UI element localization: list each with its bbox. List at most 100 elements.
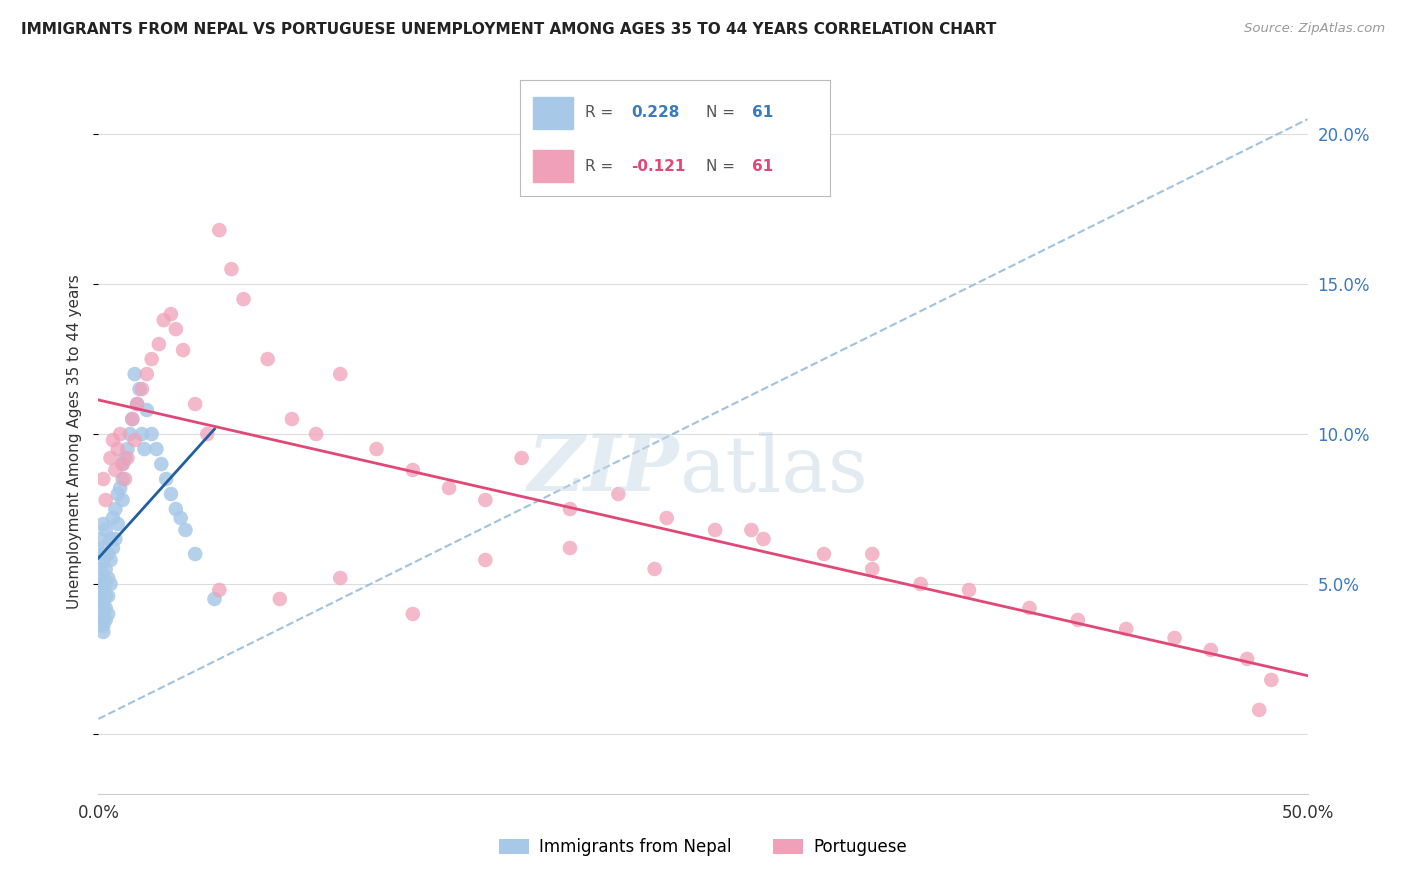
Point <box>131 382 153 396</box>
Point <box>165 322 187 336</box>
Point <box>172 343 194 357</box>
Point <box>91 595 114 609</box>
Point <box>111 457 134 471</box>
Point <box>101 433 124 447</box>
Text: 0.228: 0.228 <box>631 105 681 120</box>
Text: N =: N = <box>706 105 740 120</box>
Point <box>127 397 149 411</box>
Point <box>107 487 129 501</box>
Point <box>607 487 630 501</box>
Point <box>474 553 496 567</box>
Point <box>558 541 581 555</box>
Point <box>160 307 183 321</box>
Point <box>152 313 174 327</box>
Point <box>269 591 291 606</box>
Point <box>752 532 775 546</box>
Point <box>94 562 117 576</box>
Point <box>740 523 762 537</box>
Point <box>1163 631 1185 645</box>
Point <box>135 367 157 381</box>
Point <box>97 547 120 561</box>
Point <box>644 562 666 576</box>
Point <box>94 493 117 508</box>
Point <box>169 511 191 525</box>
Text: R =: R = <box>585 159 619 174</box>
Point <box>174 523 197 537</box>
Point <box>127 397 149 411</box>
Point <box>101 511 124 525</box>
Point <box>124 367 146 381</box>
Y-axis label: Unemployment Among Ages 35 to 44 years: Unemployment Among Ages 35 to 44 years <box>67 274 83 609</box>
Point <box>558 502 581 516</box>
Point <box>184 547 207 561</box>
Point <box>114 472 136 486</box>
Point <box>1067 613 1090 627</box>
Point <box>91 541 114 555</box>
Point <box>221 262 243 277</box>
Point <box>134 442 156 456</box>
Text: N =: N = <box>706 159 740 174</box>
Point <box>94 577 117 591</box>
Point <box>184 397 207 411</box>
Bar <box>533 150 572 182</box>
Point <box>91 601 114 615</box>
Point <box>860 562 883 576</box>
Point <box>329 367 352 381</box>
Point <box>1249 703 1271 717</box>
Point <box>437 481 460 495</box>
Point <box>90 607 112 621</box>
Point <box>195 427 218 442</box>
Point <box>813 547 835 561</box>
Point <box>141 427 163 442</box>
Point <box>141 352 163 367</box>
Point <box>305 427 328 442</box>
Point <box>957 582 980 597</box>
Point <box>91 472 114 486</box>
Bar <box>533 96 572 129</box>
Point <box>165 502 187 516</box>
Point <box>124 433 146 447</box>
Point <box>100 450 122 465</box>
Point <box>94 601 117 615</box>
Point <box>104 463 127 477</box>
Text: ZIP: ZIP <box>527 432 679 508</box>
Point <box>1018 601 1040 615</box>
Point <box>117 450 139 465</box>
Text: 61: 61 <box>752 159 773 174</box>
Point <box>1115 622 1137 636</box>
Point <box>118 427 141 442</box>
Text: -0.121: -0.121 <box>631 159 686 174</box>
Point <box>208 223 231 237</box>
Point <box>100 532 122 546</box>
Point <box>704 523 727 537</box>
Point <box>655 511 678 525</box>
Text: atlas: atlas <box>679 432 868 508</box>
Point <box>104 532 127 546</box>
Point <box>94 523 117 537</box>
Point <box>402 463 425 477</box>
Point <box>90 577 112 591</box>
Point <box>100 577 122 591</box>
Point <box>111 493 134 508</box>
Point <box>114 450 136 465</box>
Text: Source: ZipAtlas.com: Source: ZipAtlas.com <box>1244 22 1385 36</box>
Point <box>107 516 129 531</box>
Point <box>97 589 120 603</box>
Point <box>90 582 112 597</box>
Point <box>131 427 153 442</box>
Point <box>91 571 114 585</box>
Point <box>121 412 143 426</box>
Point <box>135 403 157 417</box>
Text: R =: R = <box>585 105 619 120</box>
Point <box>97 571 120 585</box>
Point <box>232 292 254 306</box>
Point <box>94 589 117 603</box>
Point <box>94 613 117 627</box>
Point <box>117 442 139 456</box>
Point <box>91 619 114 633</box>
Point <box>108 481 131 495</box>
Point <box>90 532 112 546</box>
Point <box>91 624 114 639</box>
Point <box>128 382 150 396</box>
Point <box>91 516 114 531</box>
